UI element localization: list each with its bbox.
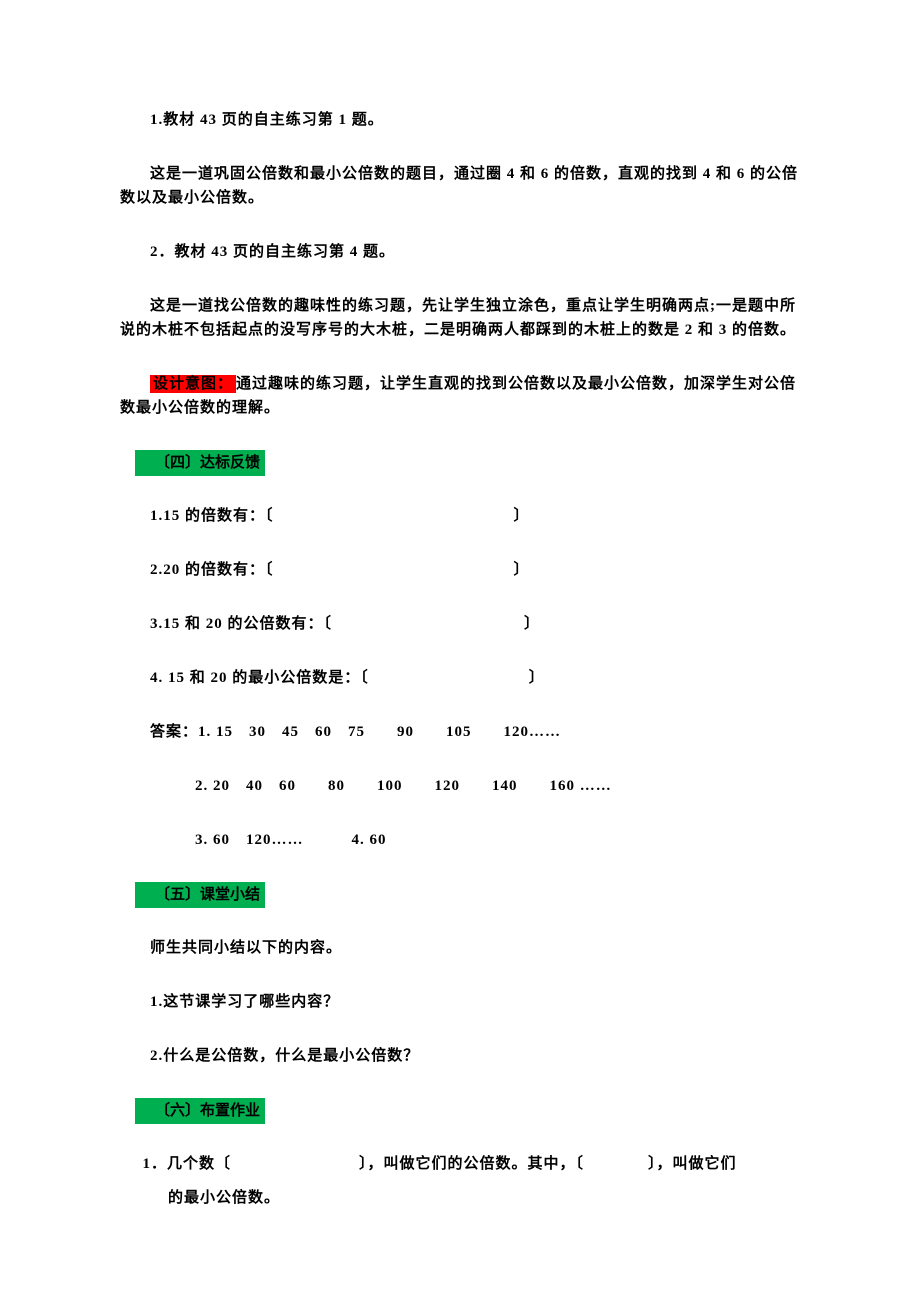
design-intent-label: 设计意图： xyxy=(150,375,236,393)
design-intent: 设计意图：通过趣味的练习题，让学生直观的找到公倍数以及最小公倍数，加深学生对公倍… xyxy=(120,372,800,420)
question-4: 4. 15 和 20 的最小公倍数是：〔 〕 xyxy=(120,666,800,690)
section-4-header: 〔四〕达标反馈 xyxy=(120,450,800,476)
document-page: 1.教材 43 页的自主练习第 1 题。 这是一道巩固公倍数和最小公倍数的题目，… xyxy=(0,0,920,1302)
exercise-1-desc: 这是一道巩固公倍数和最小公倍数的题目，通过圈 4 和 6 的倍数，直观的找到 4… xyxy=(120,162,800,210)
answer-line-1: 答案：1. 15 30 45 60 75 90 105 120…… xyxy=(120,720,800,744)
answer-1: 1. 15 30 45 60 75 90 105 120…… xyxy=(198,724,561,740)
section-6-label: 〔六〕布置作业 xyxy=(135,1098,265,1124)
question-2: 2.20 的倍数有：〔 〕 xyxy=(120,558,800,582)
homework-1b: 的最小公倍数。 xyxy=(120,1186,800,1210)
summary-q2: 2.什么是公倍数，什么是最小公倍数？ xyxy=(120,1044,800,1068)
question-1: 1.15 的倍数有：〔 〕 xyxy=(120,504,800,528)
answer-3-4: 3. 60 120…… 4. 60 xyxy=(120,828,800,852)
exercise-2-title: 2．教材 43 页的自主练习第 4 题。 xyxy=(120,240,800,264)
section-6-header: 〔六〕布置作业 xyxy=(120,1098,800,1124)
section-4-label: 〔四〕达标反馈 xyxy=(135,450,265,476)
question-3: 3.15 和 20 的公倍数有：〔 〕 xyxy=(120,612,800,636)
section-5-label: 〔五〕课堂小结 xyxy=(135,882,265,908)
exercise-2-desc: 这是一道找公倍数的趣味性的练习题，先让学生独立涂色，重点让学生明确两点;一是题中… xyxy=(120,294,800,342)
answer-2: 2. 20 40 60 80 100 120 140 160 …… xyxy=(120,774,800,798)
exercise-1-title: 1.教材 43 页的自主练习第 1 题。 xyxy=(120,108,800,132)
summary-intro: 师生共同小结以下的内容。 xyxy=(120,936,800,960)
answers-label: 答案： xyxy=(150,724,198,740)
section-5-header: 〔五〕课堂小结 xyxy=(120,882,800,908)
homework-1a: 1．几个数〔 〕，叫做它们的公倍数。其中，〔 〕，叫做它们 xyxy=(120,1152,800,1176)
summary-q1: 1.这节课学习了哪些内容？ xyxy=(120,990,800,1014)
